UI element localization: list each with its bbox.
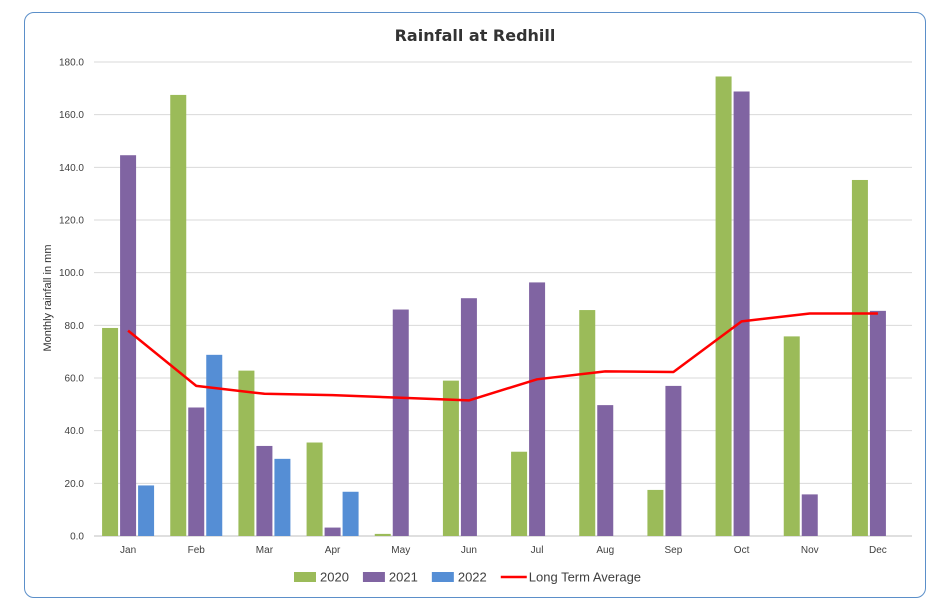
- line-long-term-average: [127, 312, 878, 402]
- bar-2020-Jul: [511, 451, 528, 536]
- bar-2022-Feb: [206, 354, 223, 536]
- bar-2021-Nov: [801, 494, 818, 536]
- bar-2020-Dec: [851, 179, 868, 536]
- bar-2020-Aug: [579, 310, 596, 536]
- y-tick-label: 160.0: [59, 110, 84, 121]
- x-tick-label: Mar: [256, 545, 274, 556]
- legend-swatch-2021: [362, 572, 385, 582]
- legend-swatch-2020: [294, 572, 316, 582]
- legend-swatch-2022: [431, 572, 454, 582]
- bar-2021-Oct: [733, 91, 750, 536]
- x-tick-label: Apr: [325, 545, 341, 556]
- x-tick-label: Nov: [801, 545, 819, 556]
- bar-2020-Jan: [102, 327, 119, 536]
- y-tick-label: 100.0: [59, 268, 84, 279]
- bar-2022-Apr: [342, 491, 359, 536]
- y-tick-label: 180.0: [59, 58, 84, 69]
- bars: [102, 76, 886, 537]
- legend-label-long-term-average: Long Term Average: [529, 570, 641, 585]
- x-tick-label: Jul: [531, 545, 544, 556]
- bar-2020-Sep: [647, 489, 664, 536]
- bar-2021-May: [392, 309, 409, 536]
- x-tick-label: Sep: [665, 545, 683, 556]
- bar-2021-Apr: [324, 527, 341, 536]
- y-tick-labels: 0.0 20.0 40.0 60.0 80.0 100.0 120.0 140.0 160.0 1…: [59, 58, 84, 543]
- bar-2020-Feb: [170, 94, 187, 537]
- bar-2021-Dec: [869, 310, 886, 536]
- y-tick-label: 120.0: [59, 216, 84, 227]
- legend: 2020 2021 2022 Long Term Average: [294, 570, 641, 585]
- x-tick-label: Jan: [120, 545, 136, 556]
- legend-label-2020: 2020: [320, 570, 349, 585]
- y-tick-label: 80.0: [65, 321, 85, 332]
- bar-2021-Mar: [256, 445, 273, 536]
- x-tick-label: Feb: [188, 545, 206, 556]
- bar-2021-Jun: [460, 298, 477, 536]
- bar-2021-Jul: [529, 282, 546, 536]
- bar-2021-Jan: [120, 155, 137, 536]
- bar-2022-Jan: [138, 485, 155, 536]
- y-tick-label: 40.0: [65, 426, 85, 437]
- x-tick-label: Jun: [461, 545, 477, 556]
- y-axis-title: Monthly rainfall in mm: [42, 245, 54, 352]
- bar-2020-Nov: [783, 336, 800, 536]
- bar-2022-Mar: [274, 458, 291, 536]
- legend-label-2021: 2021: [389, 570, 418, 585]
- bar-2020-Mar: [238, 370, 255, 536]
- y-tick-label: 140.0: [59, 163, 84, 174]
- bar-2020-Oct: [715, 76, 732, 536]
- x-tick-labels: Jan Feb Mar Apr May Jun Jul Aug Sep Oct Nov Dec: [120, 545, 887, 556]
- bar-2020-Apr: [306, 442, 323, 536]
- x-tick-label: Aug: [596, 545, 614, 556]
- bar-2021-Feb: [188, 407, 205, 536]
- y-tick-label: 0.0: [70, 532, 84, 543]
- bar-2021-Aug: [597, 405, 614, 536]
- chart-title: Rainfall at Redhill: [395, 26, 556, 45]
- bar-2020-May: [374, 533, 391, 536]
- y-tick-label: 20.0: [65, 479, 85, 490]
- average-line: [127, 312, 878, 402]
- bar-2020-Jun: [442, 380, 459, 536]
- x-tick-label: Oct: [734, 545, 750, 556]
- bar-2021-Sep: [665, 385, 682, 536]
- x-tick-label: May: [391, 545, 410, 556]
- gridlines: [94, 61, 912, 537]
- legend-label-2022: 2022: [458, 570, 487, 585]
- x-tick-label: Dec: [869, 545, 887, 556]
- y-tick-label: 60.0: [65, 374, 85, 385]
